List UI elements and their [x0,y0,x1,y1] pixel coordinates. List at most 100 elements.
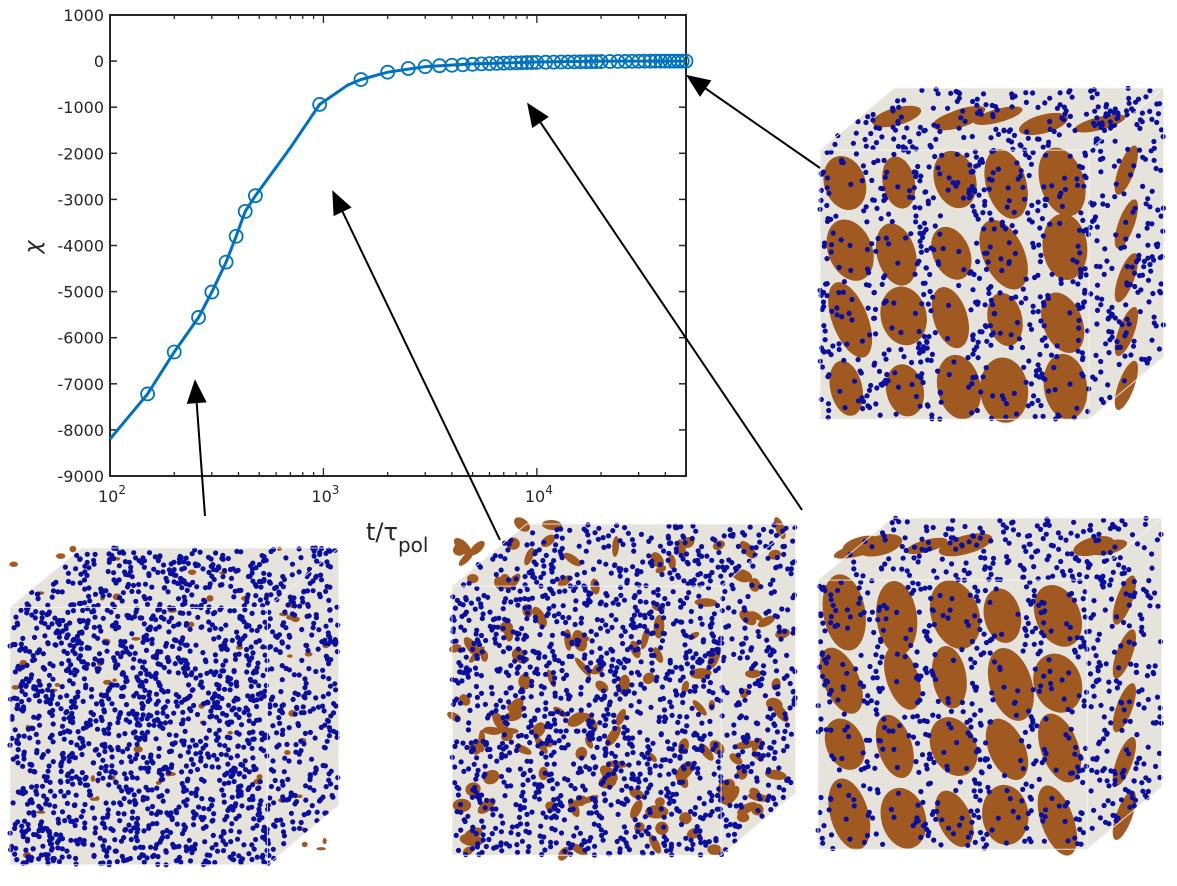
particle [68,662,74,668]
particle [246,712,252,718]
particle [177,580,183,586]
particle [457,801,464,808]
particle [149,615,155,621]
particle [1025,597,1032,603]
domain [642,672,655,685]
particle [1015,688,1021,694]
particle [1047,668,1053,675]
particle [615,811,621,818]
particle [116,733,122,739]
particle [716,665,722,671]
particle [244,653,250,659]
particle [932,223,938,229]
particle [268,767,274,773]
particle [835,587,841,594]
particle [925,539,932,546]
particle [174,703,180,709]
particle [1015,814,1022,821]
particle [860,406,866,412]
particle [977,829,984,836]
particle [480,832,486,838]
particle [974,542,980,548]
particle [1108,720,1114,726]
particle [857,595,863,601]
particle [96,752,102,758]
particle [1047,221,1053,227]
particle [517,766,524,772]
particle [250,560,256,566]
particle [270,758,276,764]
particle [821,323,827,329]
particle [1031,761,1037,767]
particle [699,736,705,743]
particle [146,571,152,577]
particle [225,555,231,562]
particle [915,163,921,170]
particle [482,701,488,708]
particle [288,790,294,796]
particle [98,628,104,634]
particle [124,746,130,752]
particle [918,243,924,249]
particle [1120,774,1126,780]
particle [146,722,152,728]
particle [58,768,64,775]
particle [881,716,887,722]
particle [997,518,1003,524]
particle [826,407,832,414]
particle [21,860,27,866]
particle [1053,767,1059,773]
particle [724,732,730,738]
particle [122,639,128,645]
domain [985,718,1029,780]
particle [454,784,460,790]
particle [949,561,955,567]
particle [47,830,53,836]
particle [867,786,873,792]
particle [65,609,71,616]
particle [91,608,97,614]
particle [318,561,324,567]
particle [538,683,544,689]
particle [107,721,113,727]
particle [182,728,188,735]
particle [1143,775,1149,781]
particle [661,814,667,820]
particle [490,556,496,562]
particle [555,808,561,814]
particle [695,548,701,554]
particle [1021,364,1027,370]
particle [668,844,675,850]
particle [1076,693,1082,699]
particle [715,564,721,570]
particle [948,535,954,541]
particle [902,535,908,541]
particle [500,704,506,710]
particle [643,599,649,605]
particle [1134,541,1141,547]
particle [206,806,212,812]
particle [968,830,975,836]
domain [54,682,61,687]
particle [558,552,564,558]
particle [696,795,703,801]
particle [504,721,510,727]
particle [573,598,579,604]
domain [131,637,141,641]
particle [960,709,966,715]
particle [528,723,534,729]
particle [508,830,514,836]
particle [90,661,97,668]
particle [983,102,989,108]
particle [1011,132,1018,138]
particle [141,634,147,640]
particle [164,834,170,840]
particle [920,691,926,697]
particle [241,709,247,716]
particle [617,849,623,855]
particle [175,596,182,602]
particle [978,554,984,561]
particle [1093,653,1099,659]
particle [467,707,473,714]
particle [921,628,928,635]
